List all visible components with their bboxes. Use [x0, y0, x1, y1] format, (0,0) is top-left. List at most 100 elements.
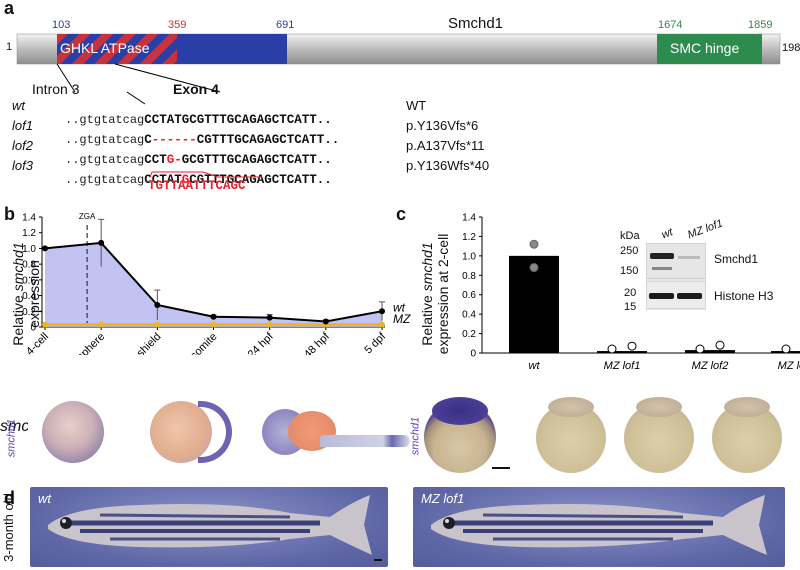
pos-691: 691	[276, 19, 295, 31]
insertion-seq: TGTTAATTTCAGC	[148, 179, 246, 193]
panel-label-c: c	[396, 204, 407, 224]
panel-label-b: b	[4, 204, 15, 224]
ghkl-label: GHKL ATPase	[60, 40, 150, 56]
b-xtick-label: 4-cell	[24, 331, 51, 355]
c-point	[607, 344, 617, 354]
b-ytick-label: 1.0	[22, 244, 36, 255]
b-ytick-label: 0.6	[22, 275, 36, 286]
allele-lof1: lof1	[12, 118, 33, 133]
protein-wt: WT	[406, 98, 427, 113]
b-ytick-label: 0.8	[22, 260, 36, 271]
western-band-smchd1: Smchd1	[714, 252, 759, 266]
insitu-label-b-text: smchd1	[5, 418, 18, 458]
b-wt-area	[45, 242, 382, 327]
western-band-h3: Histone H3	[714, 289, 774, 303]
fish-photo-mzlof1: MZ lof1	[413, 487, 785, 567]
marker-20: 20	[624, 287, 637, 299]
smc-hinge-label: SMC hinge	[670, 40, 740, 56]
expression-bar-chart: 0 0.2 0.4 0.6 0.8 1.0 1.2 1.4 wt MZ lof1 MZ lof2 MZ…	[462, 213, 800, 372]
b-wt-point	[98, 239, 105, 246]
seq-lof2: ..gtgtatcagCCTG-GCGTTTGCAGAGCTCATT..	[65, 153, 332, 167]
b-legend-mz: MZ	[393, 312, 411, 326]
b-xtick-label: 14-somite	[177, 331, 220, 355]
b-mz-point	[154, 321, 161, 328]
b-wt-point	[210, 313, 217, 320]
protein-domain-map	[16, 33, 781, 93]
c-ytick-label: 0.6	[462, 290, 476, 301]
c-point	[529, 239, 539, 249]
allele-lof2: lof2	[12, 138, 33, 153]
protein-name: Smchd1	[448, 15, 504, 32]
fish-photo-wt: wt	[30, 487, 388, 567]
b-mz-point	[42, 321, 48, 328]
embryo-mzlof1	[532, 395, 612, 475]
b-mz-point	[379, 321, 385, 328]
b-ytick-label: 0	[30, 323, 36, 334]
c-ytick-label: 1.2	[462, 232, 476, 243]
western-kda: kDa	[620, 230, 640, 242]
embryo-mzlof3	[708, 395, 788, 475]
c-ytick-label: 0.2	[462, 329, 476, 340]
c-point	[695, 344, 705, 354]
marker-150: 150	[620, 265, 639, 277]
seq-lof1: ..gtgtatcagC------CGTTTGCAGAGCTCATT..	[65, 133, 340, 147]
scale-bar-c	[492, 467, 510, 469]
fish-label-wt: wt	[38, 491, 51, 506]
pos-start: 1	[6, 41, 13, 53]
c-xtick-label: MZ lof3	[778, 360, 800, 372]
c-ytick-label: 1.4	[462, 213, 476, 224]
embryo-wt-2cell	[420, 395, 500, 475]
c-xtick-label: MZ lof2	[692, 360, 729, 372]
b-legend-wt: wt	[393, 300, 406, 314]
c-ytick-label: 0.4	[462, 310, 476, 321]
scale-bar-d	[374, 559, 382, 561]
age-label: 3-month old	[0, 493, 16, 562]
b-zga-label: ZGA	[79, 212, 96, 221]
c-point	[715, 340, 725, 350]
b-wt-point	[154, 302, 161, 308]
c-bar	[509, 255, 559, 353]
protein-lof2: p.A137Vfs*11	[406, 138, 485, 153]
embryo-photo-1	[28, 395, 120, 473]
embryo-mzlof2	[620, 395, 700, 475]
c-xtick-label: wt	[529, 360, 541, 372]
c-point	[781, 344, 791, 354]
embryo-photo-2	[140, 395, 240, 473]
smc-hinge-domain	[657, 34, 762, 64]
c-ytick-label: 0	[470, 349, 476, 360]
b-mz-point	[210, 321, 217, 328]
pos-1674: 1674	[658, 19, 683, 31]
seq-wt: ..gtgtatcagCCTATGCGTTTGCAGAGCTCATT..	[65, 113, 332, 127]
b-ytick-label: 1.2	[22, 228, 36, 239]
pos-103: 103	[52, 19, 71, 31]
b-xtick-label: 48 hpf	[302, 330, 333, 355]
b-ytick-label: 1.4	[22, 213, 36, 224]
exon-label: Exon 4	[173, 81, 219, 97]
b-xtick-label: sphere	[75, 331, 107, 355]
intron-label: Intron 3	[32, 81, 80, 97]
fish-wt-drawing	[48, 495, 372, 555]
b-wt-point	[266, 314, 273, 321]
b-xtick-label: 24 hpf	[246, 330, 277, 355]
fish-mz-drawing	[431, 495, 767, 555]
c-ytick-label: 0.8	[462, 271, 476, 282]
b-wt-point	[42, 245, 48, 252]
b-xtick-label: shield	[135, 331, 164, 355]
fish-label-mzlof1: MZ lof1	[421, 491, 465, 506]
exon-boundary-line	[126, 91, 146, 105]
marker-15: 15	[624, 301, 637, 313]
western-blot	[646, 243, 706, 310]
c-point	[529, 263, 539, 273]
c-bar	[597, 351, 647, 353]
pos-1859: 1859	[748, 19, 773, 31]
pos-end: 1983	[782, 42, 800, 54]
b-mz-point	[266, 321, 273, 328]
b-ytick-label: 0.4	[22, 291, 36, 302]
protein-lof3: p.Y136Wfs*40	[406, 158, 490, 173]
panel-label-d: d	[4, 488, 15, 508]
c-bar	[685, 350, 735, 353]
ghkl-striped	[57, 34, 177, 64]
marker-250: 250	[620, 245, 639, 257]
c-xtick-label: MZ lof1	[604, 360, 641, 372]
